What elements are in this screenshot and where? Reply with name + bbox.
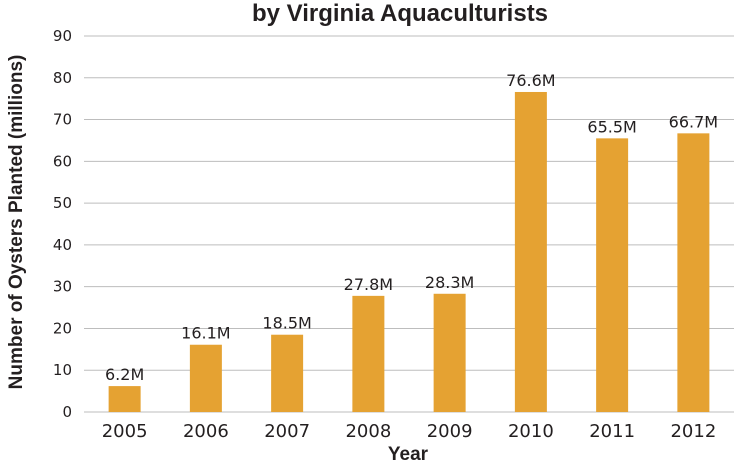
bar-2011 — [596, 138, 629, 412]
x-tick-label: 2009 — [427, 421, 473, 442]
gridlines — [84, 35, 734, 413]
y-tick-label: 80 — [53, 69, 72, 87]
bars — [108, 91, 710, 412]
data-labels: 6.2M 16.1M 18.5M 27.8M 28.3M 76.6M 65.5M 66.7M — [105, 71, 718, 384]
x-tick-label: 2012 — [670, 421, 716, 442]
y-tick-label: 60 — [53, 152, 72, 170]
x-tick-label: 2005 — [102, 421, 148, 442]
data-label-2005: 6.2M — [105, 365, 144, 384]
y-tick-label: 0 — [62, 403, 72, 421]
bar-2012 — [677, 133, 710, 412]
bar-2006 — [189, 344, 222, 412]
y-tick-label: 20 — [53, 319, 72, 337]
data-label-2008: 27.8M — [344, 275, 393, 294]
bar-2010 — [514, 91, 547, 412]
data-label-2009: 28.3M — [425, 273, 474, 292]
x-axis-ticks: 2005 2006 2007 2008 2009 2010 2011 2012 — [102, 421, 717, 442]
x-tick-label: 2010 — [508, 421, 554, 442]
x-axis-label: Year — [388, 444, 429, 463]
x-tick-label: 2006 — [183, 421, 229, 442]
y-tick-label: 30 — [53, 278, 72, 296]
x-tick-label: 2008 — [345, 421, 391, 442]
bar-2007 — [271, 334, 304, 412]
data-label-2010: 76.6M — [506, 71, 555, 90]
data-label-2006: 16.1M — [181, 324, 230, 343]
y-axis-label: Number of Oysters Planted (millions) — [6, 55, 27, 390]
x-tick-label: 2011 — [589, 421, 635, 442]
y-axis-ticks: 0 10 20 30 40 50 60 70 80 90 — [53, 27, 72, 421]
x-tick-label: 2007 — [264, 421, 310, 442]
y-tick-label: 40 — [53, 236, 72, 254]
data-label-2012: 66.7M — [669, 112, 718, 131]
y-tick-label: 10 — [53, 361, 72, 379]
y-tick-label: 90 — [53, 27, 72, 45]
data-label-2007: 18.5M — [262, 314, 311, 333]
data-label-2011: 65.5M — [587, 117, 636, 136]
bar-2009 — [433, 293, 466, 412]
y-tick-label: 70 — [53, 111, 72, 129]
bar-2005 — [108, 386, 141, 412]
y-tick-label: 50 — [53, 194, 72, 212]
bar-2008 — [352, 295, 385, 412]
chart-title: by Virginia Aquaculturists — [252, 0, 548, 27]
